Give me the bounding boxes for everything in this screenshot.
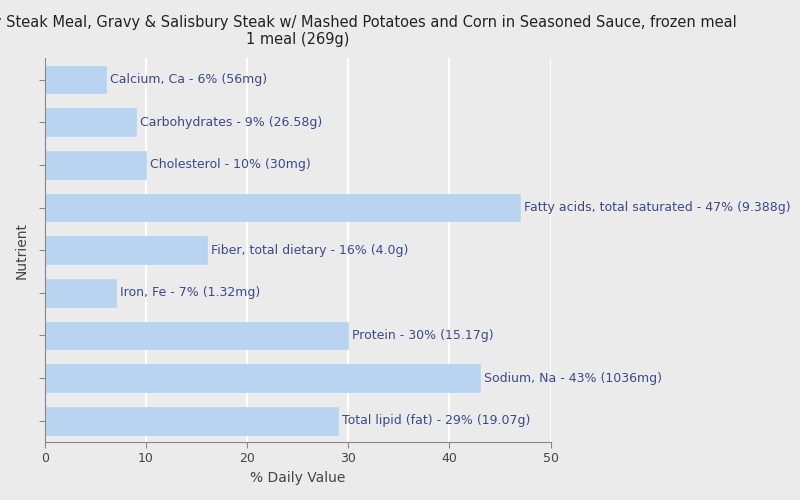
Title: BANQUET Salisbury Steak Meal, Gravy & Salisbury Steak w/ Mashed Potatoes and Cor: BANQUET Salisbury Steak Meal, Gravy & Sa…	[0, 15, 737, 48]
Bar	[45, 322, 348, 349]
Bar	[45, 194, 520, 222]
Text: Iron, Fe - 7% (1.32mg): Iron, Fe - 7% (1.32mg)	[120, 286, 260, 300]
X-axis label: % Daily Value: % Daily Value	[250, 471, 346, 485]
Text: Calcium, Ca - 6% (56mg): Calcium, Ca - 6% (56mg)	[110, 73, 267, 86]
Y-axis label: Nutrient: Nutrient	[15, 222, 29, 278]
Bar	[45, 364, 480, 392]
Text: Sodium, Na - 43% (1036mg): Sodium, Na - 43% (1036mg)	[484, 372, 662, 384]
Bar	[45, 151, 146, 178]
Bar	[45, 108, 136, 136]
Text: Cholesterol - 10% (30mg): Cholesterol - 10% (30mg)	[150, 158, 311, 172]
Bar	[45, 236, 206, 264]
Bar	[45, 66, 106, 94]
Text: Carbohydrates - 9% (26.58g): Carbohydrates - 9% (26.58g)	[140, 116, 322, 128]
Text: Total lipid (fat) - 29% (19.07g): Total lipid (fat) - 29% (19.07g)	[342, 414, 530, 427]
Bar	[45, 407, 338, 434]
Text: Protein - 30% (15.17g): Protein - 30% (15.17g)	[353, 329, 494, 342]
Text: Fatty acids, total saturated - 47% (9.388g): Fatty acids, total saturated - 47% (9.38…	[524, 201, 791, 214]
Bar	[45, 279, 116, 306]
Text: Fiber, total dietary - 16% (4.0g): Fiber, total dietary - 16% (4.0g)	[211, 244, 408, 256]
